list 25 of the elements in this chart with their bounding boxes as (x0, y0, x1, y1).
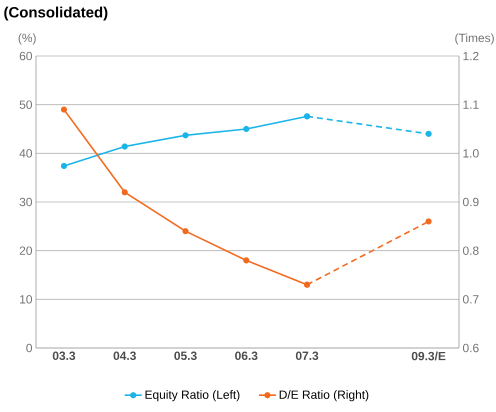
y2-axis-title: (Times) (455, 33, 494, 44)
legend-label: Equity Ratio (Left) (146, 390, 240, 402)
x-tick-label: 04.3 (114, 352, 136, 360)
x-tick-label: 05.3 (174, 352, 197, 360)
y-tick-label: 40 (19, 149, 32, 158)
y2-tick-label: 0.8 (462, 246, 479, 255)
y2-tick-label: 0.9 (462, 198, 479, 206)
x-tick-label: 07.3 (296, 352, 318, 360)
legend-label: D/E Ratio (Right) (280, 390, 368, 402)
y2-tick-label: 1.0 (463, 149, 479, 158)
y-tick-label: 30 (20, 198, 32, 206)
y2-tick-label: 1.2 (463, 52, 479, 60)
y2-tick-label: 0.6 (462, 344, 479, 352)
y-tick-label: 0 (26, 344, 32, 352)
chart-title: (Consolidated) (4, 6, 108, 20)
y-tick-label: 20 (20, 246, 32, 255)
y-tick-label: 50 (20, 100, 32, 109)
y-tick-label: 60 (20, 52, 32, 60)
y2-tick-label: 0.7 (462, 295, 479, 304)
x-tick-label: 03.3 (52, 352, 76, 360)
y-axis-title: (%) (18, 33, 36, 44)
y-tick-label: 10 (20, 295, 32, 304)
y2-tick-label: 1.1 (463, 100, 479, 109)
x-tick-label: 06.3 (235, 352, 258, 360)
x-tick-label: 09.3/E (412, 352, 446, 360)
